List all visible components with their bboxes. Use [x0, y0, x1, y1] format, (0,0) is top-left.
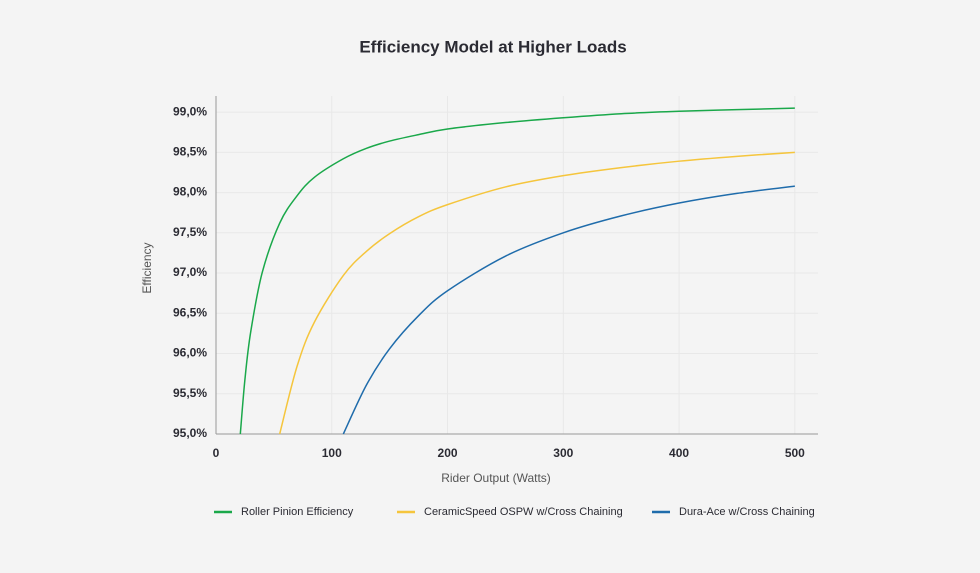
y-tick-label: 96,5%	[173, 305, 207, 319]
y-tick-label: 97,5%	[173, 225, 207, 239]
x-tick-label: 400	[669, 446, 689, 460]
legend-label: CeramicSpeed OSPW w/Cross Chaining	[424, 506, 623, 518]
series-line	[239, 107, 795, 435]
x-tick-label: 200	[438, 446, 458, 460]
x-tick-label: 300	[553, 446, 573, 460]
x-tick-label: 500	[785, 446, 805, 460]
x-tick-label: 100	[322, 446, 342, 460]
legend-label: Dura-Ace w/Cross Chaining	[679, 506, 815, 518]
y-tick-label: 96,0%	[173, 346, 207, 360]
y-tick-label: 95,0%	[173, 426, 207, 440]
x-tick-label: 0	[213, 446, 220, 460]
x-axis-title: Rider Output (Watts)	[441, 471, 551, 485]
series-line	[278, 151, 795, 435]
series-line	[342, 185, 795, 435]
chart-title: Efficiency Model at Higher Loads	[359, 37, 626, 56]
y-axis-title: Efficiency	[140, 242, 154, 293]
legend-label: Roller Pinion Efficiency	[241, 506, 354, 518]
y-tick-label: 98,0%	[173, 185, 207, 199]
y-tick-label: 97,0%	[173, 265, 207, 279]
y-tick-label: 95,5%	[173, 386, 207, 400]
y-tick-label: 98,5%	[173, 145, 207, 159]
y-tick-label: 99,0%	[173, 104, 207, 118]
